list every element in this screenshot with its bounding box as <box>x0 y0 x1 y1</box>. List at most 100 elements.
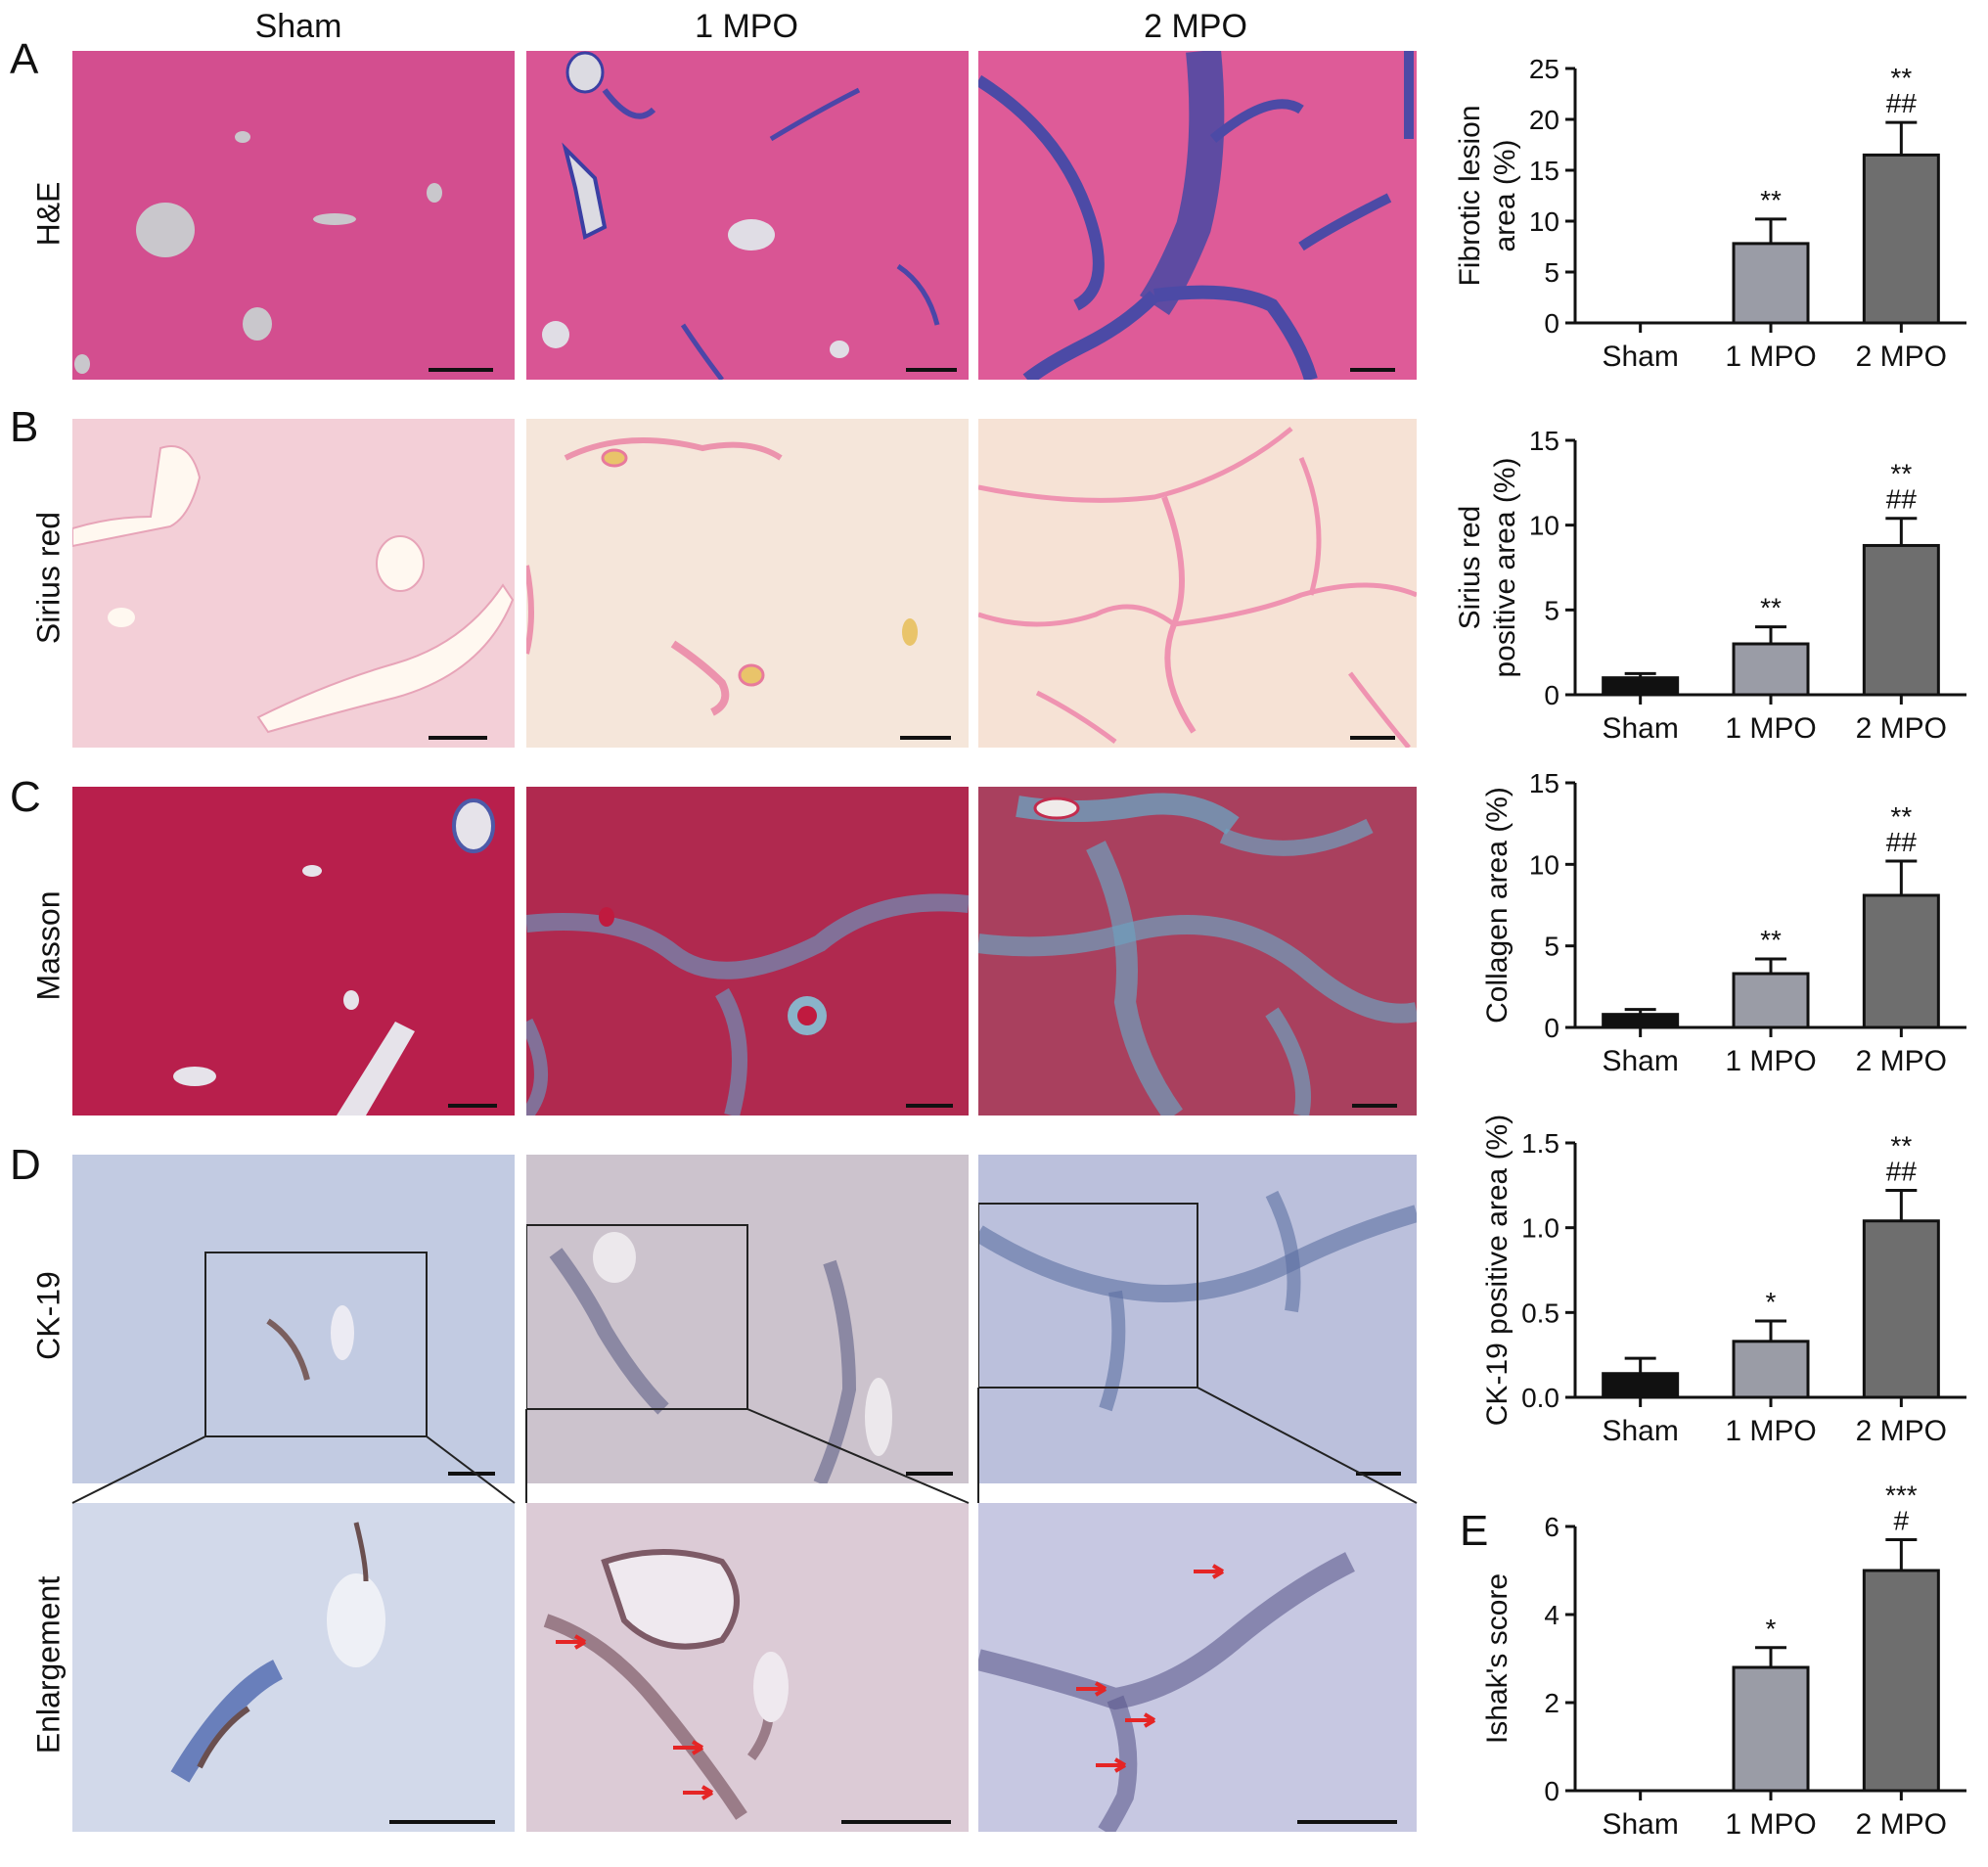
micrograph-he-2mpo <box>978 51 1417 380</box>
bar <box>1732 972 1810 1029</box>
column-header-sham: Sham <box>254 8 342 45</box>
y-tick-label: 4 <box>1544 1600 1559 1630</box>
micrograph-ck19-sham <box>72 1155 515 1483</box>
bar <box>1862 153 1940 325</box>
row-label-ck19: CK-19 <box>30 1271 67 1360</box>
panel-letter-e: E <box>1460 1507 1489 1555</box>
significance-mark: ## <box>1886 484 1918 515</box>
y-tick-label: 6 <box>1544 1512 1559 1542</box>
y-axis-label: Ishak's score <box>1481 1573 1514 1744</box>
significance-mark: * <box>1766 1614 1777 1644</box>
micrograph-sirius-sham <box>72 419 515 748</box>
bar-chart-c: 0 5 10 15 Collagen area (%) Sham 1 MPO ** 2 MPO #… <box>1481 768 1966 1077</box>
row-label-masson: Masson <box>30 890 67 1001</box>
y-tick-label: 10 <box>1529 511 1559 541</box>
significance-mark: ## <box>1886 827 1918 857</box>
y-axis-label: Sirius red <box>1454 506 1486 630</box>
y-tick-label: 1.0 <box>1521 1213 1559 1244</box>
significance-mark: *** <box>1885 1480 1918 1511</box>
micrograph-masson-2mpo <box>978 787 1417 1116</box>
bar-chart-e: 0 2 4 6 Ishak's score Sham 1 MPO * 2 MPO #*** <box>1481 1480 1966 1841</box>
row-label-enlargement: Enlargement <box>30 1575 67 1754</box>
y-tick-label: 15 <box>1529 768 1559 798</box>
x-tick-label: 2 MPO <box>1856 1415 1947 1447</box>
y-tick-label: 2 <box>1544 1688 1559 1718</box>
micrograph-sirius-1mpo <box>526 419 969 748</box>
panel-letter-a: A <box>10 35 39 83</box>
micrograph-he-1mpo <box>526 51 969 380</box>
y-tick-label: 0.5 <box>1521 1298 1559 1328</box>
significance-mark: ** <box>1890 459 1912 489</box>
micrograph-enlarge-sham <box>72 1503 515 1832</box>
panel-letter-b: B <box>10 403 39 451</box>
bar <box>1732 1340 1810 1399</box>
y-tick-label: 0 <box>1544 680 1559 710</box>
x-tick-label: 2 MPO <box>1856 1808 1947 1841</box>
y-tick-label: 10 <box>1529 849 1559 880</box>
bar-chart-a: 0 5 10 15 20 25 Fibrotic lesion area (%) Sham 1 M… <box>1454 54 1966 373</box>
row-label-he: H&E <box>30 181 67 247</box>
micrograph-masson-sham <box>72 787 515 1116</box>
y-tick-label: 1.5 <box>1521 1128 1559 1159</box>
y-tick-label: 0 <box>1544 308 1559 339</box>
bar <box>1602 676 1680 697</box>
row-label-sirius: Sirius red <box>30 511 67 645</box>
y-axis-label: Fibrotic lesion <box>1454 105 1486 286</box>
column-header-2mpo: 2 MPO <box>1144 8 1247 45</box>
x-tick-label: Sham <box>1602 1415 1678 1447</box>
significance-mark: ** <box>1760 925 1782 955</box>
significance-mark: # <box>1894 1506 1910 1536</box>
y-axis-label: Collagen area (%) <box>1481 787 1514 1024</box>
significance-mark: ## <box>1886 88 1918 118</box>
y-axis-label: positive area (%) <box>1489 457 1521 677</box>
bar <box>1862 1219 1940 1399</box>
y-tick-label: 15 <box>1529 426 1559 456</box>
x-tick-label: Sham <box>1602 341 1678 373</box>
bar <box>1862 543 1940 697</box>
significance-mark: ** <box>1890 1131 1912 1161</box>
bar <box>1862 893 1940 1029</box>
bar <box>1732 1665 1810 1793</box>
x-tick-label: 1 MPO <box>1725 341 1816 373</box>
x-tick-label: 1 MPO <box>1725 1415 1816 1447</box>
micrograph-enlarge-1mpo <box>526 1503 969 1832</box>
y-tick-label: 5 <box>1544 932 1559 962</box>
x-tick-label: Sham <box>1602 1045 1678 1077</box>
bar-chart-b: 0 5 10 15 Sirius red positive area (%) Sham 1 M… <box>1454 426 1966 745</box>
panel-letter-d: D <box>10 1141 41 1189</box>
significance-mark: ** <box>1760 185 1782 215</box>
y-tick-label: 15 <box>1529 156 1559 186</box>
micrograph-sirius-2mpo <box>978 419 1417 748</box>
y-tick-label: 5 <box>1544 257 1559 288</box>
significance-mark: * <box>1766 1287 1777 1317</box>
y-tick-label: 25 <box>1529 54 1559 84</box>
micrograph-enlarge-2mpo <box>978 1503 1417 1832</box>
x-tick-label: 1 MPO <box>1725 1808 1816 1841</box>
micrograph-ck19-1mpo <box>526 1155 969 1483</box>
significance-mark: ** <box>1890 63 1912 93</box>
y-tick-label: 0 <box>1544 1013 1559 1043</box>
x-tick-label: 1 MPO <box>1725 712 1816 745</box>
y-axis-label: CK-19 positive area (%) <box>1481 1115 1514 1426</box>
bar <box>1862 1569 1940 1793</box>
micrograph-ck19-2mpo <box>978 1155 1417 1483</box>
y-tick-label: 5 <box>1544 595 1559 625</box>
column-header-1mpo: 1 MPO <box>695 8 798 45</box>
y-axis-label: area (%) <box>1489 139 1521 251</box>
significance-mark: ** <box>1760 593 1782 623</box>
x-tick-label: 1 MPO <box>1725 1045 1816 1077</box>
x-tick-label: 2 MPO <box>1856 341 1947 373</box>
x-tick-label: 2 MPO <box>1856 712 1947 745</box>
y-tick-label: 20 <box>1529 105 1559 135</box>
y-tick-label: 0.0 <box>1521 1383 1559 1413</box>
bar <box>1732 242 1810 325</box>
bar <box>1602 1013 1680 1029</box>
significance-mark: ** <box>1890 801 1912 832</box>
bar-chart-d: 0.0 0.5 1.0 1.5CK-19 positive area (%) Sham 1… <box>1481 1115 1966 1447</box>
bar <box>1602 1372 1680 1399</box>
y-tick-label: 10 <box>1529 206 1559 237</box>
x-tick-label: Sham <box>1602 712 1678 745</box>
y-tick-label: 0 <box>1544 1776 1559 1806</box>
significance-mark: ## <box>1886 1157 1918 1187</box>
x-tick-label: 2 MPO <box>1856 1045 1947 1077</box>
